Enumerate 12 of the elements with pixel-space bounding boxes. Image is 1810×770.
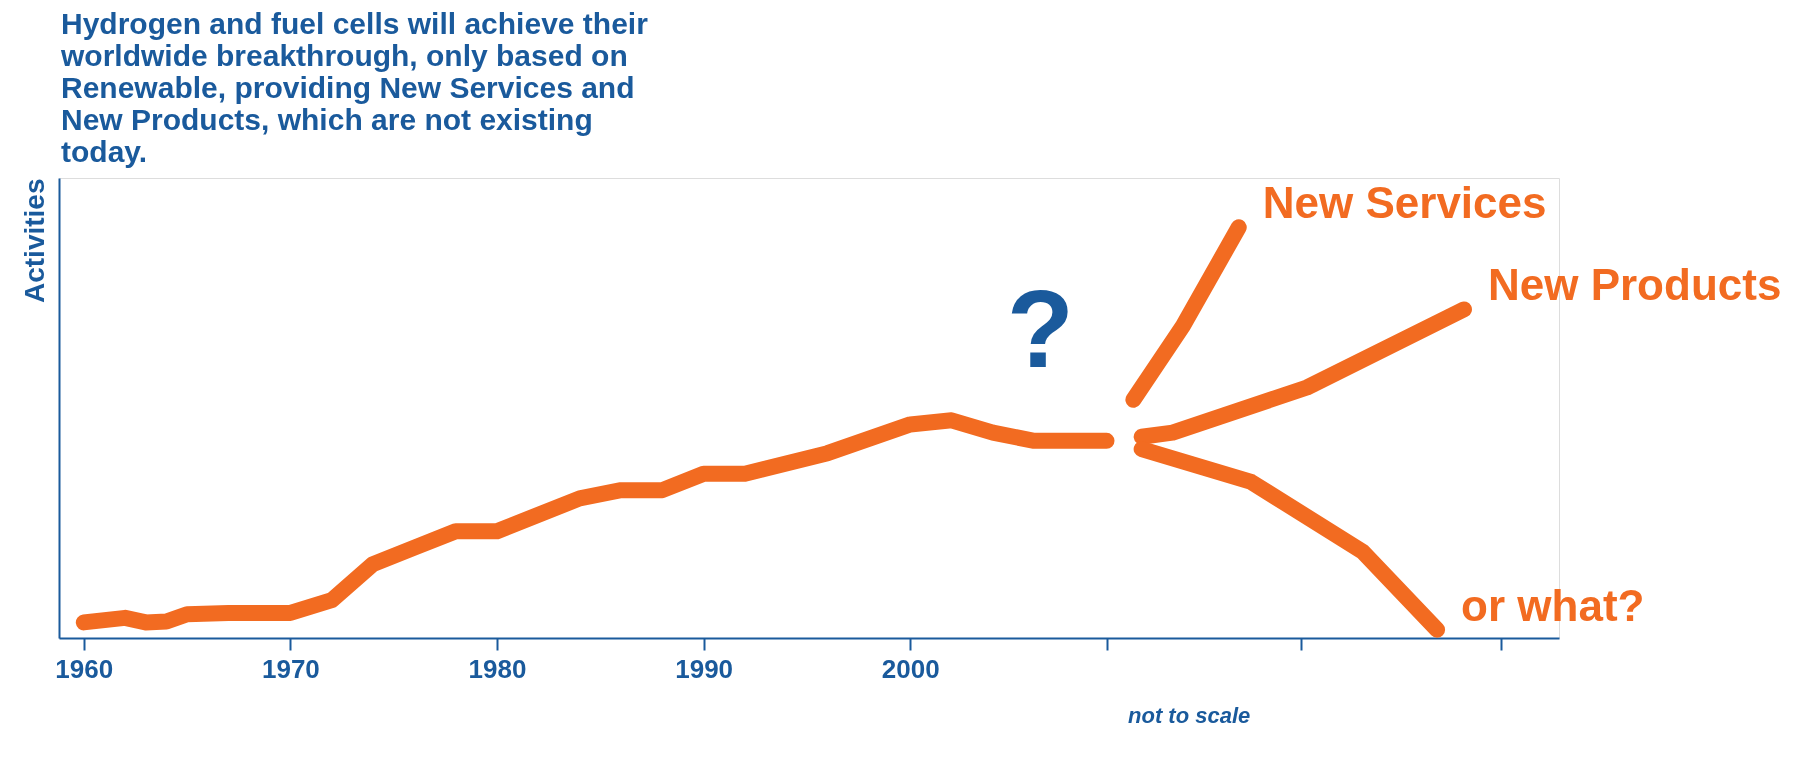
- series-label: or what?: [1461, 580, 1645, 630]
- x-tick-label: 2000: [881, 653, 940, 684]
- x-tick-label: 1960: [55, 653, 114, 684]
- series-label: New Products: [1487, 260, 1782, 310]
- x-tick-label: 1990: [675, 653, 734, 684]
- series-label: New Services: [1262, 178, 1547, 228]
- y-axis-title: Activities: [18, 178, 50, 303]
- chart-title: Hydrogen and fuel cells will achieve their worldwide breakthrough, only based on Renewable, providing New Services and New Products, which are not existing today.: [60, 7, 649, 168]
- x-tick-label: 1980: [468, 653, 527, 684]
- annotation: ?: [1006, 267, 1075, 391]
- text: not to scale: [1128, 703, 1251, 729]
- x-tick-label: 1970: [261, 653, 320, 684]
